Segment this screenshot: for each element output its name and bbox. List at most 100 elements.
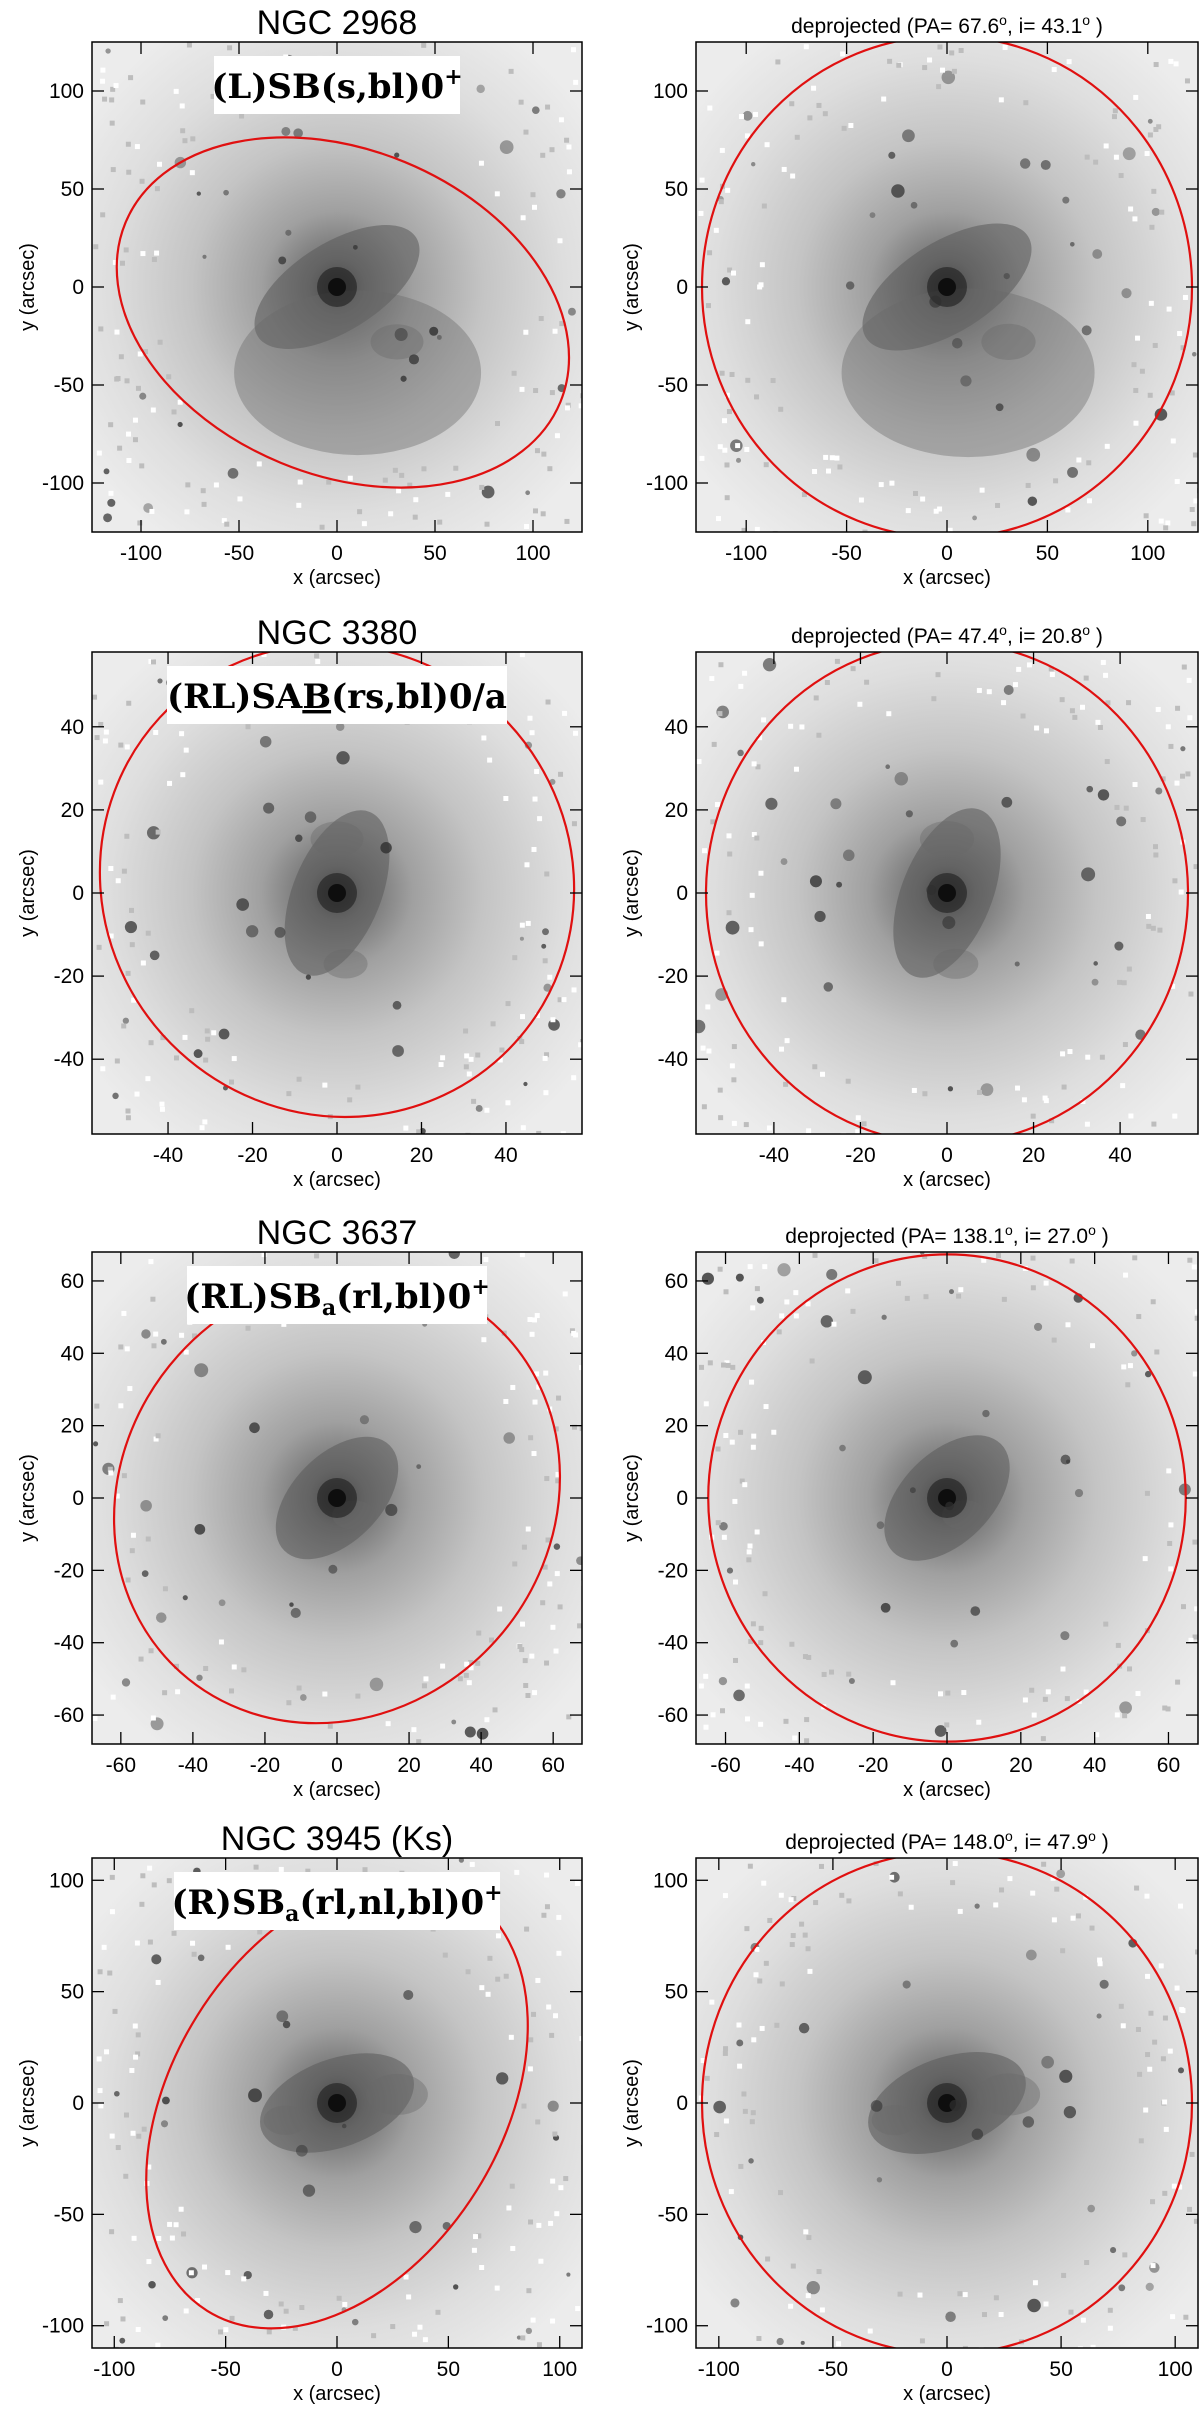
noise-pixel (1021, 1097, 1027, 1103)
field-star (902, 1980, 911, 1989)
field-star (140, 1499, 152, 1512)
noise-pixel (723, 1289, 729, 1295)
field-star (150, 1717, 164, 1731)
x-tick-label: 100 (1158, 2358, 1193, 2381)
title-text: , i= 27.0 (1013, 1225, 1088, 1248)
noise-pixel (131, 997, 137, 1003)
noise-pixel (1114, 804, 1120, 810)
noise-pixel (497, 1606, 503, 1612)
noise-pixel (550, 2178, 556, 2184)
x-axis-label: x (arcsec) (293, 567, 381, 589)
x-tick-label: 100 (515, 542, 550, 565)
noise-pixel (996, 1253, 1002, 1259)
noise-pixel (749, 892, 755, 898)
noise-pixel (837, 464, 843, 470)
noise-pixel (559, 321, 565, 327)
noise-pixel (1165, 1706, 1171, 1712)
field-star (351, 2318, 359, 2326)
field-star (103, 468, 110, 475)
field-star (1026, 447, 1041, 462)
noise-pixel (862, 529, 868, 532)
noise-pixel (140, 960, 146, 966)
noise-pixel (744, 1683, 750, 1689)
noise-pixel (465, 1969, 471, 1975)
noise-pixel (153, 729, 159, 735)
noise-pixel (129, 942, 135, 948)
field-star (823, 982, 834, 992)
noise-pixel (726, 409, 732, 415)
noise-pixel (1107, 2307, 1113, 2313)
noise-pixel (704, 2075, 710, 2081)
noise-pixel (1049, 1118, 1055, 1124)
title-text: (PA= 138.1 (901, 1225, 1005, 1248)
noise-pixel (536, 1384, 542, 1390)
field-star (1096, 2013, 1102, 2019)
noise-pixel (826, 468, 832, 474)
noise-pixel (180, 128, 186, 134)
noise-pixel (754, 394, 760, 400)
noise-pixel (1188, 991, 1194, 997)
noise-pixel (1112, 108, 1118, 114)
y-tick-label: -50 (54, 374, 84, 397)
galaxy-structure (323, 949, 368, 979)
field-star (151, 1954, 162, 1965)
noise-pixel (171, 1930, 177, 1936)
noise-pixel (231, 1056, 237, 1062)
noise-pixel (1167, 1540, 1173, 1546)
noise-pixel (554, 2211, 560, 2217)
noise-pixel (114, 1493, 120, 1499)
noise-pixel (725, 187, 731, 193)
noise-pixel (1188, 1637, 1194, 1643)
noise-pixel (747, 1863, 753, 1869)
panel-title: NGC 3637 (257, 1214, 418, 1252)
noise-pixel (278, 1866, 284, 1872)
noise-pixel (125, 1115, 131, 1121)
noise-pixel (468, 1056, 474, 1062)
field-star (519, 936, 524, 941)
noise-pixel (793, 1290, 799, 1296)
noise-pixel (399, 472, 405, 478)
noise-pixel (709, 1999, 715, 2005)
noise-pixel (1051, 1917, 1057, 1923)
noise-pixel (130, 2130, 136, 2136)
field-star (726, 1567, 734, 1574)
noise-pixel (520, 2335, 526, 2341)
noise-pixel (147, 1939, 153, 1945)
noise-pixel (521, 1544, 527, 1550)
noise-pixel (361, 521, 367, 527)
noise-pixel (1060, 1666, 1066, 1672)
noise-pixel (571, 1075, 577, 1081)
noise-pixel (1090, 2344, 1096, 2348)
noise-pixel (804, 1717, 810, 1723)
noise-pixel (1126, 700, 1132, 706)
noise-pixel (792, 1735, 798, 1741)
noise-pixel (495, 1933, 501, 1939)
noise-pixel (1159, 209, 1165, 215)
noise-pixel (253, 1864, 259, 1870)
field-star (762, 657, 777, 672)
noise-pixel (1077, 2346, 1083, 2348)
noise-pixel (1097, 1961, 1103, 1967)
noise-pixel (129, 1548, 135, 1554)
field-star (403, 1989, 414, 2001)
noise-pixel (1001, 1296, 1007, 1302)
noise-pixel (803, 44, 809, 50)
noise-pixel (1100, 659, 1106, 665)
noise-pixel (484, 1717, 490, 1723)
noise-pixel (1059, 697, 1065, 703)
noise-pixel (557, 997, 563, 1003)
galaxy-core (927, 2083, 967, 2123)
noise-pixel (1066, 59, 1072, 65)
field-star (1040, 159, 1051, 170)
noise-pixel (729, 371, 735, 377)
noise-pixel (1135, 335, 1141, 341)
noise-pixel (850, 666, 856, 672)
noise-pixel (537, 816, 543, 822)
noise-pixel (744, 133, 750, 139)
noise-pixel (492, 1707, 498, 1713)
noise-pixel (199, 1125, 205, 1131)
field-star (952, 337, 963, 349)
y-tick-label: -40 (54, 1048, 84, 1071)
field-star (194, 1523, 206, 1535)
noise-pixel (139, 463, 145, 469)
